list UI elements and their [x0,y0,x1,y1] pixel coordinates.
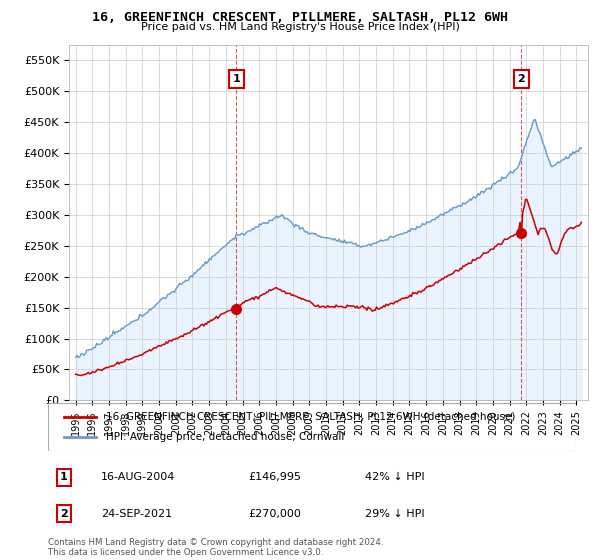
Text: 42% ↓ HPI: 42% ↓ HPI [365,473,424,482]
Text: HPI: Average price, detached house, Cornwall: HPI: Average price, detached house, Corn… [106,432,344,442]
Text: 2: 2 [60,509,68,519]
Text: 24-SEP-2021: 24-SEP-2021 [101,509,172,519]
Text: 29% ↓ HPI: 29% ↓ HPI [365,509,424,519]
Text: 1: 1 [60,473,68,482]
Text: 2: 2 [518,74,525,84]
Text: Price paid vs. HM Land Registry's House Price Index (HPI): Price paid vs. HM Land Registry's House … [140,22,460,32]
Text: 16, GREENFINCH CRESCENT, PILLMERE, SALTASH, PL12 6WH: 16, GREENFINCH CRESCENT, PILLMERE, SALTA… [92,11,508,24]
Text: 16, GREENFINCH CRESCENT, PILLMERE, SALTASH, PL12 6WH (detached house): 16, GREENFINCH CRESCENT, PILLMERE, SALTA… [106,412,515,422]
Text: 1: 1 [232,74,240,84]
Text: 16-AUG-2004: 16-AUG-2004 [101,473,175,482]
Text: £146,995: £146,995 [248,473,302,482]
Text: £270,000: £270,000 [248,509,302,519]
Text: Contains HM Land Registry data © Crown copyright and database right 2024.
This d: Contains HM Land Registry data © Crown c… [48,538,383,557]
